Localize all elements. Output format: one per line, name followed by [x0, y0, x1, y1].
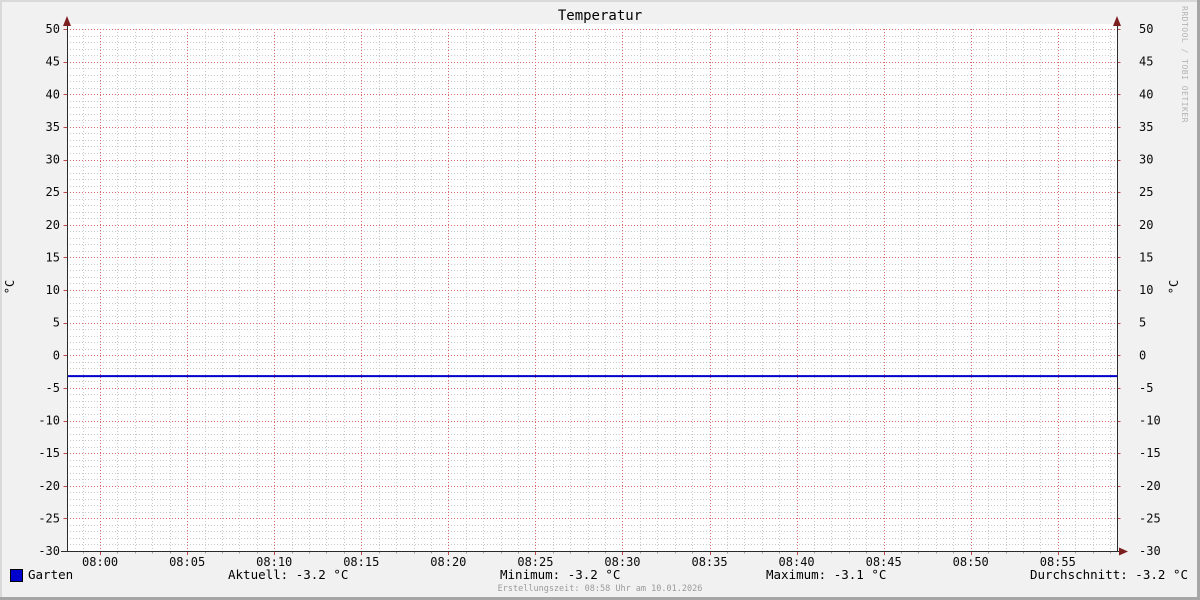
y-tick-label-right: -15 — [1139, 446, 1161, 460]
y-axis-unit-left: °C — [3, 279, 17, 295]
plot-canvas — [67, 24, 1117, 551]
y-tick-label-right: 5 — [1139, 316, 1146, 330]
y-tick-label-left: 5 — [53, 316, 60, 330]
y-tick-label-right: -20 — [1139, 479, 1161, 493]
y-tick-label-left: -25 — [38, 511, 60, 525]
y-tick-label-right: 20 — [1139, 218, 1153, 232]
x-tick-label: 08:15 — [343, 555, 379, 569]
y-tick-label-left: 15 — [46, 250, 60, 264]
y-tick-label-left: 0 — [53, 348, 60, 362]
y-tick-label-right: 0 — [1139, 348, 1146, 362]
y-tick-label-left: 10 — [46, 283, 60, 297]
y-tick-label-left: 50 — [46, 22, 60, 36]
y-tick-label-right: 40 — [1139, 87, 1153, 101]
y-tick-label-right: 25 — [1139, 185, 1153, 199]
y-tick-label-right: 10 — [1139, 283, 1153, 297]
x-tick-label: 08:30 — [604, 555, 640, 569]
y-tick-label-left: -30 — [38, 544, 60, 558]
arrow-up-right — [1113, 16, 1121, 26]
x-tick-label: 08:25 — [517, 555, 553, 569]
y-tick-label-left: -20 — [38, 479, 60, 493]
x-tick-label: 08:35 — [691, 555, 727, 569]
y-tick-label-right: 35 — [1139, 120, 1153, 134]
y-tick-label-right: -25 — [1139, 511, 1161, 525]
x-tick-label: 08:10 — [256, 555, 292, 569]
y-axis-unit-right: °C — [1167, 279, 1181, 295]
y-tick-label-right: 30 — [1139, 153, 1153, 167]
x-tick-label: 08:40 — [779, 555, 815, 569]
y-tick-label-right: 50 — [1139, 22, 1153, 36]
y-tick-label-right: -10 — [1139, 414, 1161, 428]
y-tick-label-left: -5 — [46, 381, 60, 395]
rrdtool-watermark: RRDTOOL / TOBI OETIKER — [1180, 6, 1189, 123]
y-tick-label-right: 45 — [1139, 55, 1153, 69]
graph-title: Temperatur — [557, 8, 643, 24]
y-tick-label-left: 25 — [46, 185, 60, 199]
creation-time: Erstellungszeit: 08:58 Uhr am 10.01.2026 — [497, 584, 703, 594]
y-tick-label-right: -5 — [1139, 381, 1153, 395]
y-tick-label-right: -30 — [1139, 544, 1161, 558]
y-tick-label-left: 30 — [46, 153, 60, 167]
y-tick-label-left: 45 — [46, 55, 60, 69]
x-tick-label: 08:00 — [82, 555, 118, 569]
x-tick-label: 08:55 — [1040, 555, 1076, 569]
y-tick-label-left: 35 — [46, 120, 60, 134]
x-tick-label: 08:50 — [953, 555, 989, 569]
arrow-right-x — [1119, 547, 1128, 556]
x-tick-label: 08:45 — [866, 555, 902, 569]
y-tick-label-left: 20 — [46, 218, 60, 232]
x-tick-label: 08:05 — [169, 555, 205, 569]
y-tick-label-left: 40 — [46, 87, 60, 101]
y-tick-label-left: -10 — [38, 414, 60, 428]
y-tick-label-left: -15 — [38, 446, 60, 460]
y-tick-label-right: 15 — [1139, 250, 1153, 264]
x-tick-label: 08:20 — [430, 555, 466, 569]
arrow-up-left — [63, 16, 71, 26]
